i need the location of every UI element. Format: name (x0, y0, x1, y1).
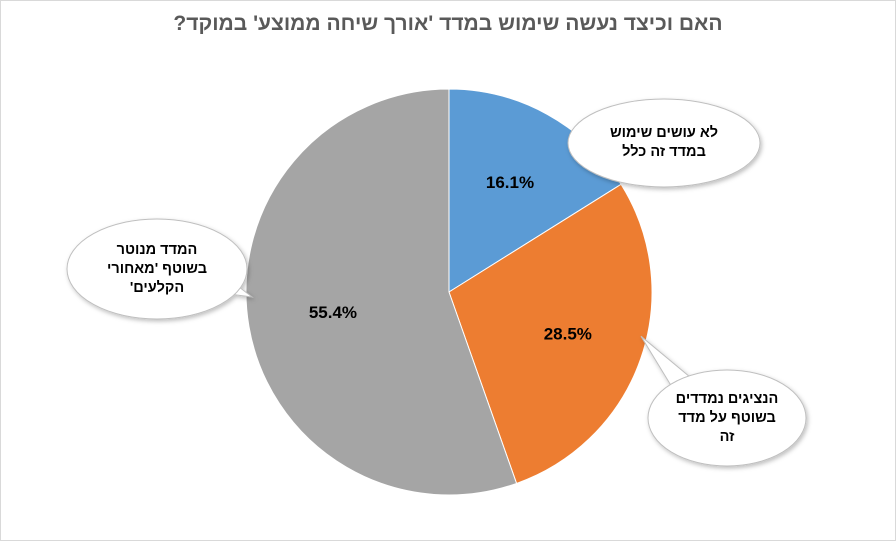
chart-title: האם וכיצד נעשה שימוש במדד 'אורך שיחה ממו… (173, 12, 723, 35)
data-label-agents-measured: 28.5% (544, 325, 592, 344)
callout-line: הקלעים' (129, 279, 185, 296)
callout-not-used (567, 98, 761, 188)
callout-line: במדד זה כלל (622, 144, 706, 160)
callout-label-agents-measured: הנציגים נמדדים בשוטף על מדד זה (648, 390, 806, 447)
pie-slice-agents-measured (448, 183, 653, 485)
callout-line: בשוטף על מדד (678, 409, 776, 426)
data-label-not-used: 16.1% (486, 173, 534, 192)
callout-line: הנציגים נמדדים (675, 390, 779, 407)
callout-line: לא עושים שימוש (609, 125, 719, 141)
callout-label-monitored-behind-scenes: המדד מנוטר בשוטף 'מאחורי הקלעים' (67, 241, 247, 298)
callout-monitored-behind-scenes (66, 218, 254, 320)
pie-slice-monitored-behind-scenes (245, 88, 518, 496)
callout-line: זה (719, 428, 735, 445)
data-label-monitored-behind-scenes: 55.4% (309, 303, 357, 322)
callout-agents-measured (640, 335, 807, 467)
callout-line: בשוטף 'מאחורי (107, 260, 207, 277)
callout-label-not-used: לא עושים שימוש במדד זה כלל (568, 124, 760, 162)
callout-line: המדד מנוטר (116, 241, 198, 258)
